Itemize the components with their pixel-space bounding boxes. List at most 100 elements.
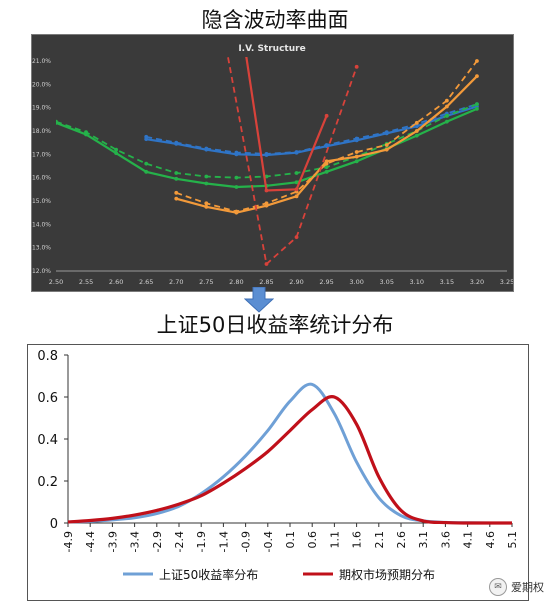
iv-point xyxy=(174,140,179,145)
iv-x-tick-label: 3.20 xyxy=(470,278,484,286)
dist-y-tick-label: 0.2 xyxy=(37,475,58,490)
iv-series-group xyxy=(56,57,479,266)
iv-x-tick-label: 3.10 xyxy=(410,278,424,286)
dist-y-tick-label: 0.8 xyxy=(37,349,58,364)
iv-series-orange-dashed xyxy=(175,60,478,213)
iv-y-tick-label: 21.0% xyxy=(32,58,51,65)
iv-y-tick-label: 17.0% xyxy=(32,151,51,158)
distribution-svg: 0 0.2 0.4 0.6 0.8 -4.9 -4.4 -3.9 -3.4 -2.9 -2.4 -1.… xyxy=(37,349,519,582)
iv-x-tick-label: 3.25 xyxy=(500,278,513,286)
iv-point xyxy=(384,130,389,135)
iv-point xyxy=(234,209,239,214)
iv-x-tick-label: 2.75 xyxy=(199,278,213,286)
iv-point xyxy=(294,187,299,192)
distribution-chart: 0 0.2 0.4 0.6 0.8 -4.9 -4.4 -3.9 -3.4 -2.9 -2.4 -1.… xyxy=(27,344,529,601)
dist-x-tick-label: 5.1 xyxy=(506,531,519,549)
dist-y-tick-label: 0 xyxy=(50,517,58,532)
iv-point xyxy=(444,98,449,103)
iv-structure-svg: I.V. Structure 2.50 2.55 2.60 2.65 2.70 2.75 2.… xyxy=(32,44,514,286)
iv-point xyxy=(414,133,419,138)
dist-x-tick-label: 1.1 xyxy=(328,531,341,549)
iv-point xyxy=(144,161,149,166)
dist-series-blue xyxy=(67,382,513,525)
iv-point xyxy=(444,119,449,124)
dist-legend-label: 上证50收益率分布 xyxy=(159,567,258,582)
iv-point xyxy=(475,59,479,63)
dist-x-tick-label: -4.9 xyxy=(62,531,75,552)
iv-series-blue-solid xyxy=(146,105,478,157)
iv-y-tick-label: 16.0% xyxy=(32,175,51,182)
dist-x-tick-label: 0.1 xyxy=(284,531,297,549)
dist-x-tick-label: 4.1 xyxy=(462,531,475,549)
iv-point xyxy=(174,196,179,201)
iv-point xyxy=(84,130,88,135)
dist-y-tick-label: 0.6 xyxy=(37,391,58,406)
iv-point xyxy=(354,159,359,164)
iv-point xyxy=(144,134,149,139)
dist-x-tick-label: 4.6 xyxy=(484,531,497,549)
iv-point xyxy=(114,151,119,156)
dist-y-tick-label: 0.4 xyxy=(37,433,58,448)
iv-point xyxy=(444,104,449,109)
iv-point xyxy=(144,169,149,174)
iv-point xyxy=(234,175,239,180)
iv-point xyxy=(264,201,269,206)
iv-x-tick-label: 2.60 xyxy=(109,278,123,286)
iv-point xyxy=(294,150,299,154)
watermark-label: 爱期权 xyxy=(511,581,544,594)
dist-x-tick-label: 3.1 xyxy=(417,531,430,549)
iv-point xyxy=(56,119,58,124)
dist-x-tick-label: -1.4 xyxy=(217,531,230,552)
iv-structure-chart: I.V. Structure 2.50 2.55 2.60 2.65 2.70 2.75 2.… xyxy=(31,34,514,292)
iv-point xyxy=(324,165,329,170)
iv-point xyxy=(294,171,299,175)
iv-series-green-dashed xyxy=(56,103,478,179)
iv-point xyxy=(174,171,179,175)
iv-x-tick-label: 2.55 xyxy=(79,278,93,286)
iv-point xyxy=(324,113,329,118)
dist-x-tick-label: -2.9 xyxy=(151,531,164,552)
iv-y-tick-label: 15.0% xyxy=(32,198,51,205)
iv-x-tick-label: 3.05 xyxy=(379,278,393,286)
dist-x-tick-label: -3.9 xyxy=(106,531,119,552)
iv-y-tick-label: 19.0% xyxy=(32,105,51,112)
dist-x-tick-label: 2.1 xyxy=(373,531,386,549)
iv-point xyxy=(384,143,389,147)
iv-point xyxy=(475,74,479,79)
iv-y-tick-label: 12.0% xyxy=(32,268,51,275)
iv-x-tick-label: 2.70 xyxy=(169,278,183,286)
iv-y-tick-label: 14.0% xyxy=(32,221,51,228)
iv-point xyxy=(354,64,359,69)
iv-point xyxy=(204,201,209,206)
iv-point xyxy=(264,151,269,156)
iv-point xyxy=(354,136,359,141)
iv-point xyxy=(114,147,119,152)
iv-point xyxy=(204,146,209,151)
iv-x-tick-label: 2.80 xyxy=(229,278,243,286)
iv-point xyxy=(204,204,209,209)
iv-point xyxy=(384,147,389,152)
dist-x-tick-label: -3.4 xyxy=(129,531,142,552)
dist-x-tick-label: 0.6 xyxy=(306,531,319,549)
iv-point xyxy=(264,262,269,266)
dist-series-red xyxy=(67,395,512,525)
iv-point xyxy=(354,154,359,159)
iv-chart-title: I.V. Structure xyxy=(238,44,305,54)
dist-legend: 上证50收益率分布 期权市场预期分布 xyxy=(123,567,435,582)
down-arrow-icon xyxy=(244,287,274,313)
iv-point xyxy=(204,181,209,186)
iv-x-tick-label: 3.00 xyxy=(349,278,363,286)
dist-x-tick-label: -2.4 xyxy=(173,531,186,552)
iv-point xyxy=(475,106,479,111)
iv-point xyxy=(414,120,419,125)
iv-point xyxy=(475,102,479,107)
iv-point xyxy=(264,188,269,193)
surface-title: 隐含波动率曲面 xyxy=(201,8,349,32)
dist-legend-label: 期权市场预期分布 xyxy=(339,567,435,582)
iv-point xyxy=(324,169,329,174)
iv-series-blue-dashed xyxy=(146,103,478,155)
iv-series-red-solid xyxy=(245,57,328,192)
iv-x-tick-label: 2.65 xyxy=(139,278,153,286)
dist-x-tick-label: -0.4 xyxy=(262,531,275,552)
dist-x-tick-label: -1.9 xyxy=(195,531,208,552)
